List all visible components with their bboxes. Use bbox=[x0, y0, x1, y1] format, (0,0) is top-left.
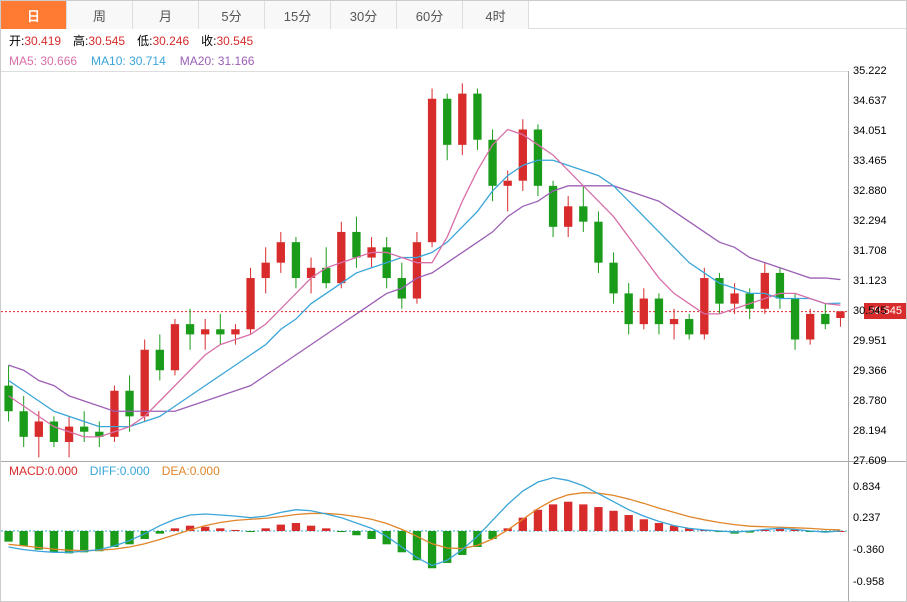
close-label: 收:30.545 bbox=[201, 32, 253, 49]
high-label: 高:30.545 bbox=[73, 32, 125, 49]
tab-0[interactable]: 日 bbox=[1, 1, 67, 29]
candlestick-chart[interactable] bbox=[1, 71, 848, 461]
y-tick: 35.222 bbox=[853, 65, 887, 77]
macd-y-tick: -0.958 bbox=[853, 576, 884, 588]
ma-bar: MA5: 30.666 MA10: 30.714 MA20: 31.166 bbox=[1, 51, 906, 71]
y-tick: 34.637 bbox=[853, 95, 887, 107]
y-tick: 33.465 bbox=[853, 155, 887, 167]
tab-4[interactable]: 15分 bbox=[265, 1, 331, 29]
tab-2[interactable]: 月 bbox=[133, 1, 199, 29]
tab-7[interactable]: 4时 bbox=[463, 1, 529, 29]
timeframe-tabs: 日周月5分15分30分60分4时 bbox=[1, 1, 906, 29]
ohlc-bar: 开:30.419 高:30.545 低:30.246 收:30.545 bbox=[1, 29, 906, 51]
y-tick: 28.194 bbox=[853, 425, 887, 437]
ma10-label: MA10: 30.714 bbox=[91, 54, 166, 68]
open-label: 开:30.419 bbox=[9, 32, 61, 49]
price-axis: 30.545 35.22234.63734.05133.46532.88032.… bbox=[848, 71, 906, 461]
macd-y-tick: -0.360 bbox=[853, 544, 884, 556]
tab-3[interactable]: 5分 bbox=[199, 1, 265, 29]
y-tick: 29.366 bbox=[853, 365, 887, 377]
diff-label: DIFF:0.000 bbox=[90, 464, 150, 478]
macd-axis: 0.834 0.237 -0.360 -0.958 bbox=[848, 462, 906, 601]
dea-label: DEA:0.000 bbox=[162, 464, 220, 478]
y-tick: 34.051 bbox=[853, 125, 887, 137]
chart-container: 日周月5分15分30分60分4时 开:30.419 高:30.545 低:30.… bbox=[0, 0, 907, 602]
macd-y-tick: 0.237 bbox=[853, 512, 881, 524]
y-tick: 30.545 bbox=[853, 305, 887, 317]
macd-label: MACD:0.000 bbox=[9, 464, 78, 478]
y-tick: 31.123 bbox=[853, 275, 887, 287]
low-label: 低:30.246 bbox=[137, 32, 189, 49]
ma20-label: MA20: 31.166 bbox=[180, 54, 255, 68]
macd-y-tick: 0.834 bbox=[853, 481, 881, 493]
main-chart-area: 30.545 35.22234.63734.05133.46532.88032.… bbox=[1, 71, 906, 461]
macd-panel: MACD:0.000 DIFF:0.000 DEA:0.000 0.834 0.2… bbox=[1, 461, 906, 601]
macd-chart[interactable]: MACD:0.000 DIFF:0.000 DEA:0.000 bbox=[1, 462, 848, 601]
macd-info: MACD:0.000 DIFF:0.000 DEA:0.000 bbox=[9, 464, 220, 478]
y-tick: 29.951 bbox=[853, 335, 887, 347]
y-tick: 32.294 bbox=[853, 215, 887, 227]
y-tick: 31.708 bbox=[853, 245, 887, 257]
tab-5[interactable]: 30分 bbox=[331, 1, 397, 29]
ma5-label: MA5: 30.666 bbox=[9, 54, 77, 68]
y-tick: 28.780 bbox=[853, 395, 887, 407]
y-tick: 32.880 bbox=[853, 185, 887, 197]
tab-6[interactable]: 60分 bbox=[397, 1, 463, 29]
tab-1[interactable]: 周 bbox=[67, 1, 133, 29]
